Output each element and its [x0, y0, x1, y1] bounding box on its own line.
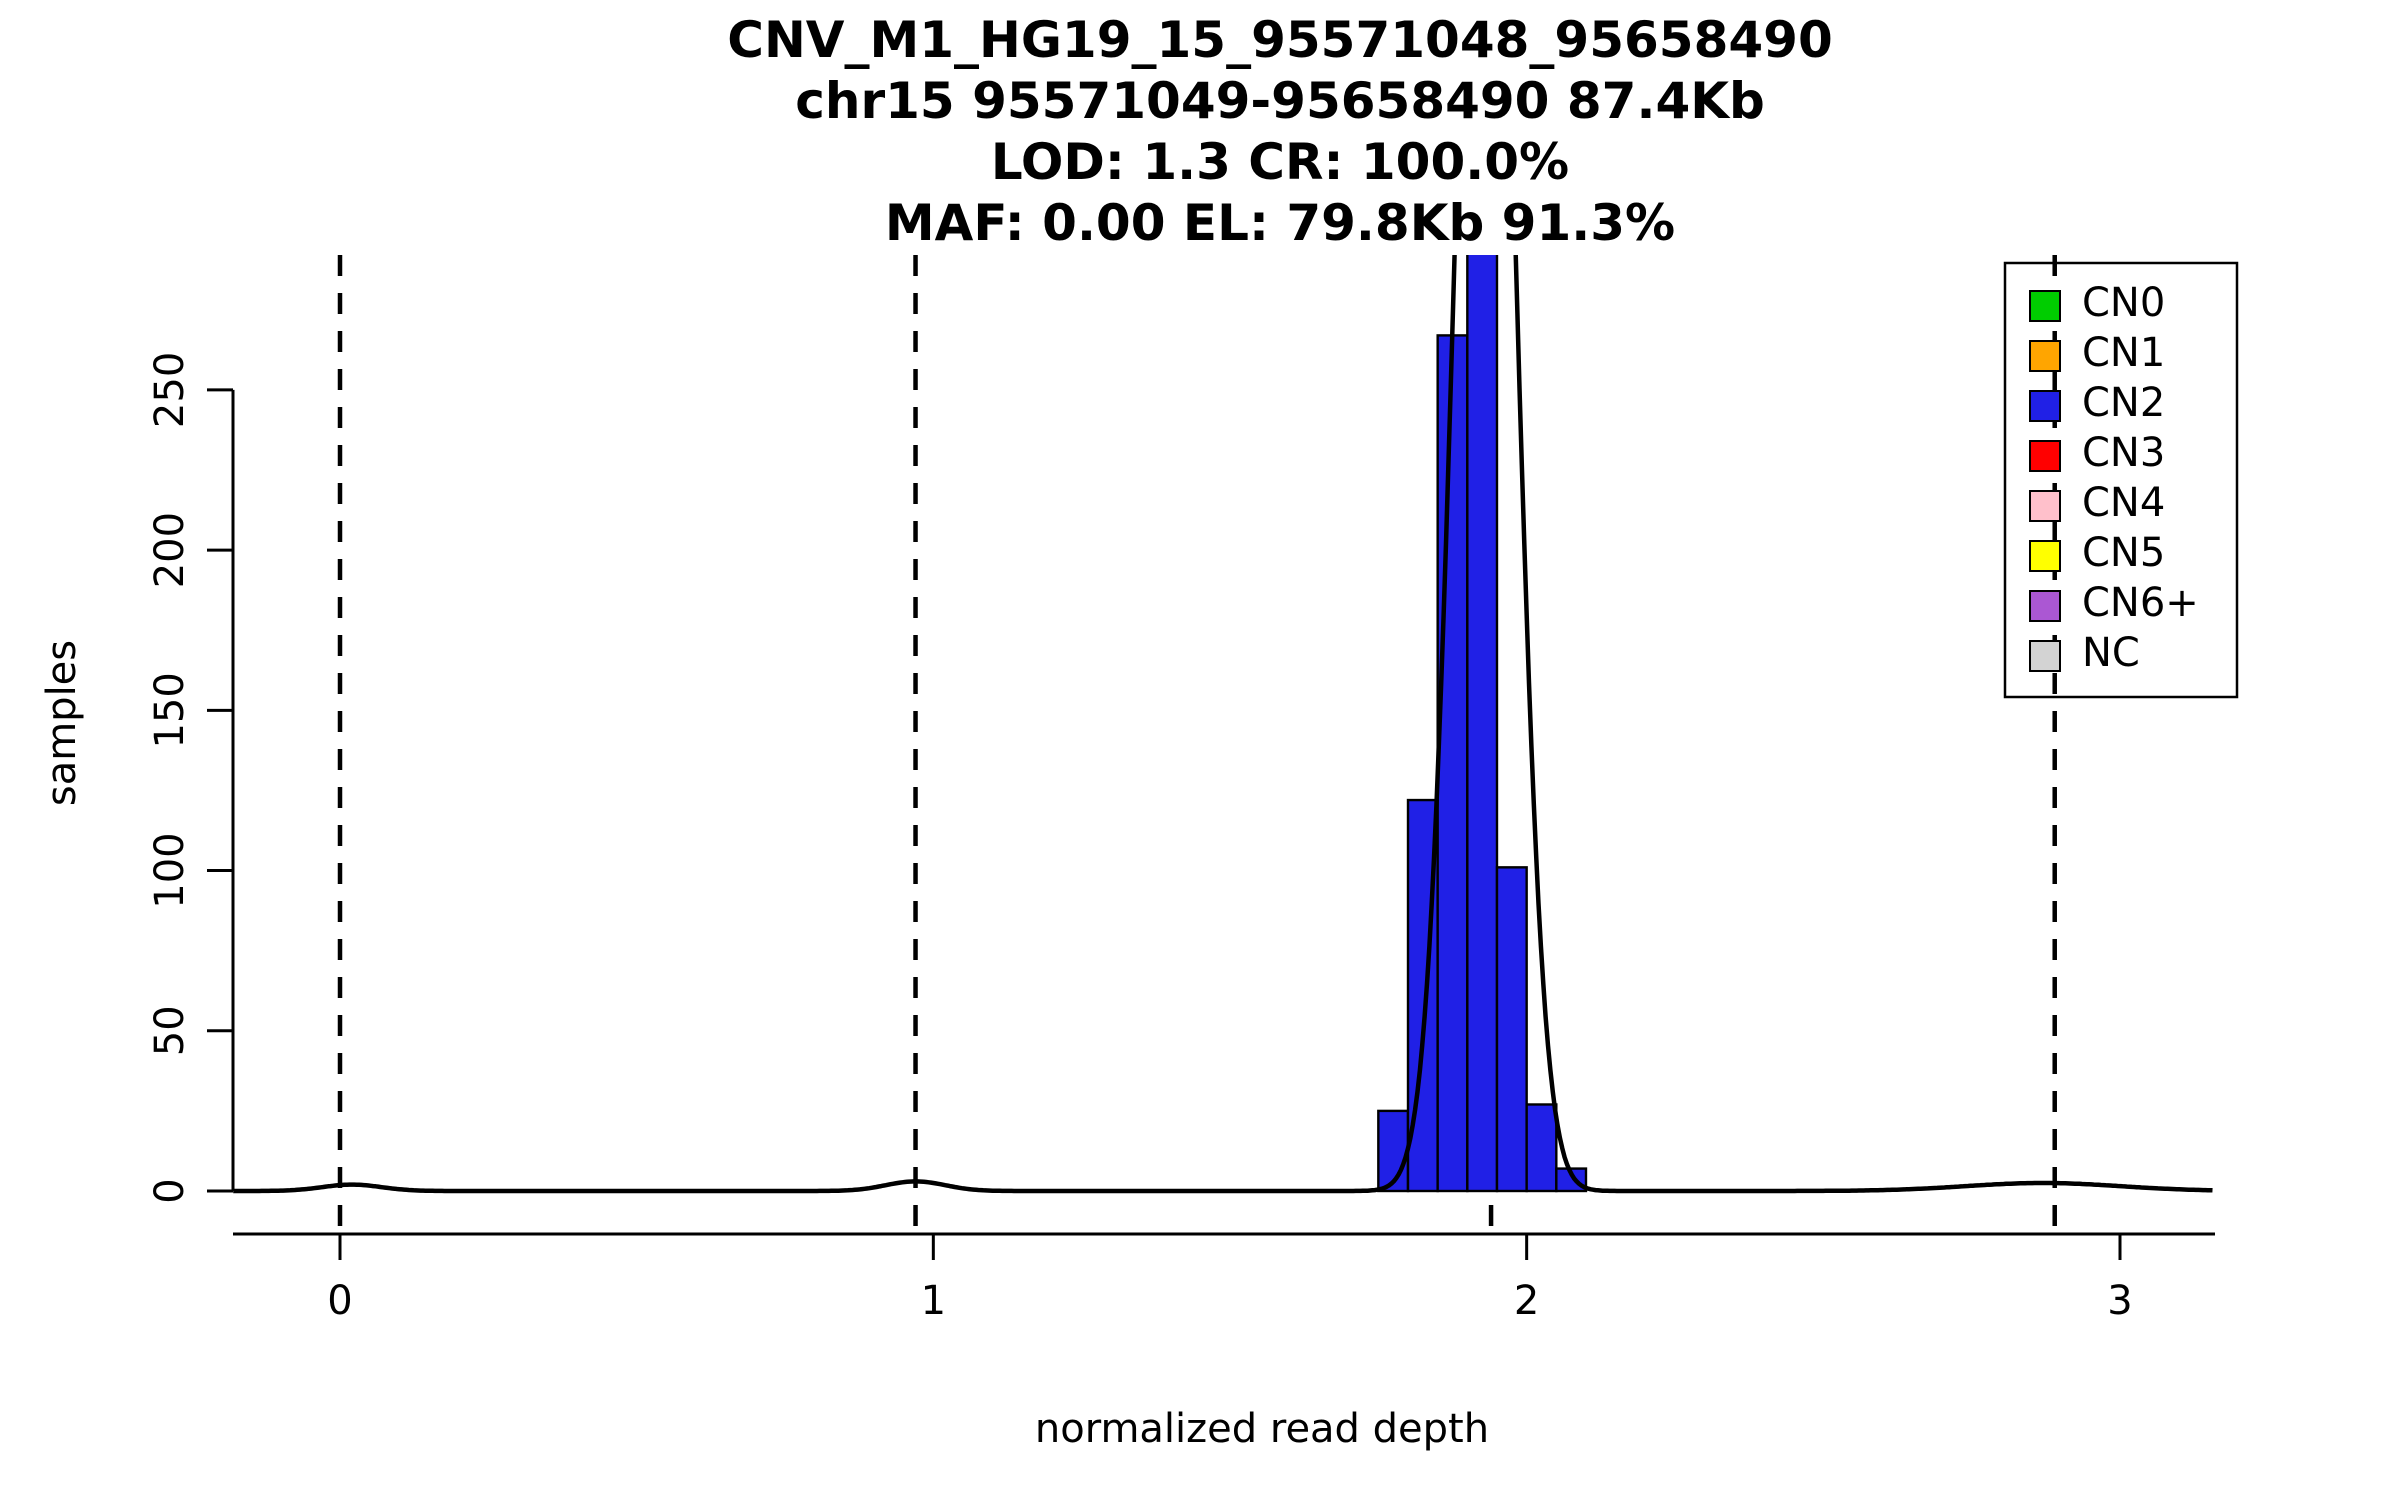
chart-title-line-4: MAF: 0.00 EL: 79.8Kb 91.3% — [884, 194, 1676, 252]
x-tick-label: 0 — [327, 1278, 352, 1324]
histogram-bar — [1466, 255, 1499, 1193]
histogram-bar — [1495, 866, 1528, 1193]
legend-label: CN6+ — [2082, 580, 2199, 626]
legend-swatch — [2029, 490, 2061, 522]
histogram-bar — [1525, 1103, 1558, 1193]
y-tick-label: 200 — [147, 512, 193, 588]
y-tick-label: 250 — [147, 352, 193, 428]
chart-title-line-3: LOD: 1.3 CR: 100.0% — [990, 133, 1570, 191]
legend-swatch — [2029, 590, 2061, 622]
legend-swatch — [2029, 540, 2061, 572]
y-tick-label: 0 — [147, 1178, 193, 1203]
legend-label: CN0 — [2082, 280, 2165, 326]
legend-label: CN1 — [2082, 330, 2165, 376]
legend-swatch — [2029, 290, 2061, 322]
chart-title-line-2: chr15 95571049-95658490 87.4Kb — [795, 72, 1765, 130]
legend-swatch — [2029, 640, 2061, 672]
legend-label: CN4 — [2082, 480, 2165, 526]
y-axis-title: samples — [39, 640, 85, 806]
x-tick-label: 3 — [2107, 1278, 2132, 1324]
x-axis-title: normalized read depth — [1035, 1406, 1489, 1452]
y-tick-label: 150 — [147, 672, 193, 748]
y-tick-label: 50 — [147, 1005, 193, 1056]
density-curve — [233, 255, 2213, 1194]
legend-label: CN5 — [2082, 530, 2165, 576]
legend-label: NC — [2082, 630, 2140, 676]
y-tick-label: 100 — [147, 832, 193, 908]
legend-swatch — [2029, 340, 2061, 372]
x-tick-label: 2 — [1514, 1278, 1539, 1324]
chart-title-line-1: CNV_M1_HG19_15_95571048_95658490 — [727, 11, 1833, 69]
x-tick-label: 1 — [921, 1278, 946, 1324]
legend-swatch — [2029, 440, 2061, 472]
legend-swatch — [2029, 390, 2061, 422]
legend-label: CN3 — [2082, 430, 2165, 476]
chart-title-block: CNV_M1_HG19_15_95571048_95658490 chr15 9… — [180, 10, 2380, 254]
histogram-bar — [1436, 334, 1469, 1193]
legend-label: CN2 — [2082, 380, 2165, 426]
legend-box — [2003, 261, 2239, 699]
